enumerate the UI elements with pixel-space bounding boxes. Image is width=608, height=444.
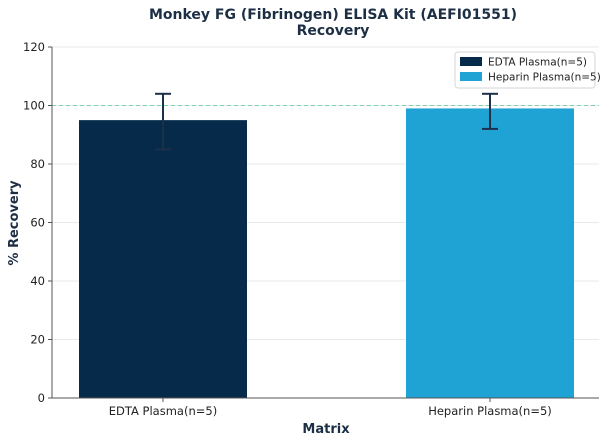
- y-axis-title: % Recovery: [7, 180, 22, 266]
- y-tick-label: 100: [23, 99, 45, 113]
- bars: [79, 108, 574, 399]
- y-tick-label: 0: [38, 391, 45, 405]
- legend: EDTA Plasma(n=5) Heparin Plasma(n=5): [454, 51, 601, 89]
- x-axis-title: Matrix: [302, 422, 350, 437]
- x-tick-label: Heparin Plasma(n=5): [428, 404, 552, 418]
- legend-swatch: [460, 72, 482, 81]
- legend-swatch: [460, 57, 482, 66]
- legend-label: Heparin Plasma(n=5): [488, 72, 601, 84]
- y-tick-label: 60: [30, 216, 45, 230]
- legend-box: [454, 51, 596, 89]
- y-ticks: 0 20 40 60 80 100 120: [23, 40, 52, 405]
- y-tick-label: 20: [30, 333, 45, 347]
- x-ticks: EDTA Plasma(n=5) Heparin Plasma(n=5): [109, 398, 552, 418]
- x-tick-label: EDTA Plasma(n=5): [109, 404, 217, 418]
- error-bars: [155, 92, 498, 151]
- legend-label: EDTA Plasma(n=5): [488, 57, 587, 69]
- y-tick-label: 80: [30, 157, 45, 171]
- y-tick-label: 120: [23, 40, 45, 54]
- bar: [406, 108, 574, 399]
- chart-subtitle: Recovery: [297, 23, 370, 39]
- chart-title: Monkey FG (Fibrinogen) ELISA Kit (AEFI01…: [149, 7, 517, 23]
- bar: [79, 120, 247, 398]
- y-tick-label: 40: [30, 274, 45, 288]
